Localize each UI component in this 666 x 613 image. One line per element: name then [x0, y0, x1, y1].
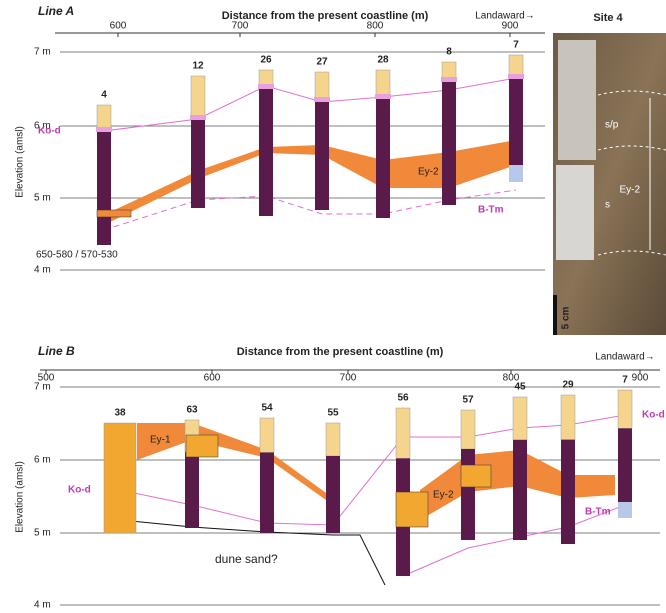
y-tick-label: 5 m: [34, 528, 51, 539]
y-axis-label: Elevation (amsl): [15, 461, 26, 533]
core-mud: [442, 80, 456, 205]
core-label: 4: [101, 90, 107, 101]
core-mud: [376, 97, 390, 218]
core-marker: [190, 115, 206, 120]
x-tick-label: 900: [632, 373, 649, 384]
core-sand: [513, 397, 527, 440]
annotation: Ko-d: [68, 485, 91, 496]
core-sand: [104, 423, 136, 533]
annotation: B-Tm: [585, 507, 611, 518]
photo-label: s/p: [605, 120, 619, 131]
core-mud: [326, 456, 340, 533]
y-tick-label: 7 m: [34, 382, 51, 393]
x-tick-label: 900: [502, 21, 519, 32]
core-marker: [96, 127, 112, 132]
core-marker: [375, 94, 391, 99]
core-sand: [618, 390, 632, 428]
core-label: 45: [514, 382, 526, 393]
core-marker: [508, 74, 524, 79]
core-label: 57: [462, 395, 474, 406]
core-sand: [461, 410, 475, 449]
core-sand: [561, 395, 575, 440]
core-label: 56: [397, 393, 409, 404]
panel-title: Line B: [38, 344, 75, 358]
core-mud: [260, 453, 274, 534]
core-mud: [315, 100, 329, 210]
core-label: 7: [513, 40, 519, 51]
annotation: 650-580 / 570-530: [36, 250, 118, 261]
figure: Line A Distance from the present coastlin…: [0, 0, 666, 613]
core-sand: [326, 423, 340, 456]
core-label: 38: [114, 408, 126, 419]
core-sand: [396, 408, 410, 458]
core-marker: [258, 84, 274, 89]
core-label: 29: [562, 380, 574, 391]
y-tick-label: 7 m: [34, 47, 51, 58]
core-label: 12: [192, 61, 204, 72]
annotation: Ey-2: [418, 167, 439, 178]
photo-light: [556, 165, 594, 260]
y-tick-label: 6 m: [34, 455, 51, 466]
core-marker: [314, 97, 330, 102]
core-sand: [376, 70, 390, 97]
annotation: Ey-1: [150, 435, 171, 446]
y-tick-label: 4 m: [34, 600, 51, 611]
annotation: B-Tm: [478, 205, 504, 216]
annotation: Ko-d: [642, 410, 665, 421]
core-mud: [97, 130, 111, 245]
core-mud: [513, 440, 527, 540]
core-label: 26: [260, 55, 272, 66]
y-tick-label: 5 m: [34, 193, 51, 204]
tephra-layer: [461, 465, 491, 487]
core-base: [618, 502, 632, 518]
panel-title: Line A: [38, 4, 74, 18]
y-tick-label: 4 m: [34, 265, 51, 276]
tephra-layer: [186, 435, 218, 457]
photo-label: s: [605, 200, 610, 211]
annotation: Ey-2: [433, 490, 454, 501]
core-label: 55: [327, 408, 339, 419]
core-mud: [561, 440, 575, 544]
direction-label: Landaward→: [595, 352, 654, 363]
x-tick-label: 800: [367, 21, 384, 32]
x-tick-label: 600: [110, 21, 127, 32]
core-mud: [191, 118, 205, 208]
core-mud: [461, 449, 475, 540]
photo-label: Ey-2: [619, 185, 640, 196]
photo-title: Site 4: [593, 12, 623, 24]
annotation: dune sand?: [215, 552, 278, 566]
core-sand: [509, 55, 523, 77]
core-label: 8: [446, 47, 452, 58]
x-tick-label: 700: [340, 373, 357, 384]
core-base: [509, 165, 523, 182]
annotation: Ko-d: [38, 126, 61, 137]
core-sand: [315, 72, 329, 100]
x-tick-label: 600: [204, 373, 221, 384]
photo-light: [558, 40, 596, 160]
core-label: 28: [377, 55, 389, 66]
core-mud: [185, 452, 199, 528]
x-tick-label: 700: [232, 21, 249, 32]
tephra-layer: [396, 492, 428, 527]
scale-bar: [553, 295, 557, 335]
x-axis-label: Distance from the present coastline (m): [237, 346, 444, 358]
y-axis-label: Elevation (amsl): [15, 126, 26, 198]
tephra-layer: [97, 210, 131, 217]
core-label: 63: [186, 405, 198, 416]
core-label: 54: [261, 403, 273, 414]
core-sand: [260, 418, 274, 453]
photo-label: 5 cm: [561, 306, 572, 329]
core-mud: [259, 87, 273, 216]
core-label: 7: [622, 375, 628, 386]
core-sand: [97, 105, 111, 130]
core-label: 27: [316, 57, 328, 68]
core-sand: [191, 76, 205, 118]
x-axis-label: Distance from the present coastline (m): [222, 10, 429, 22]
core-marker: [441, 77, 457, 82]
